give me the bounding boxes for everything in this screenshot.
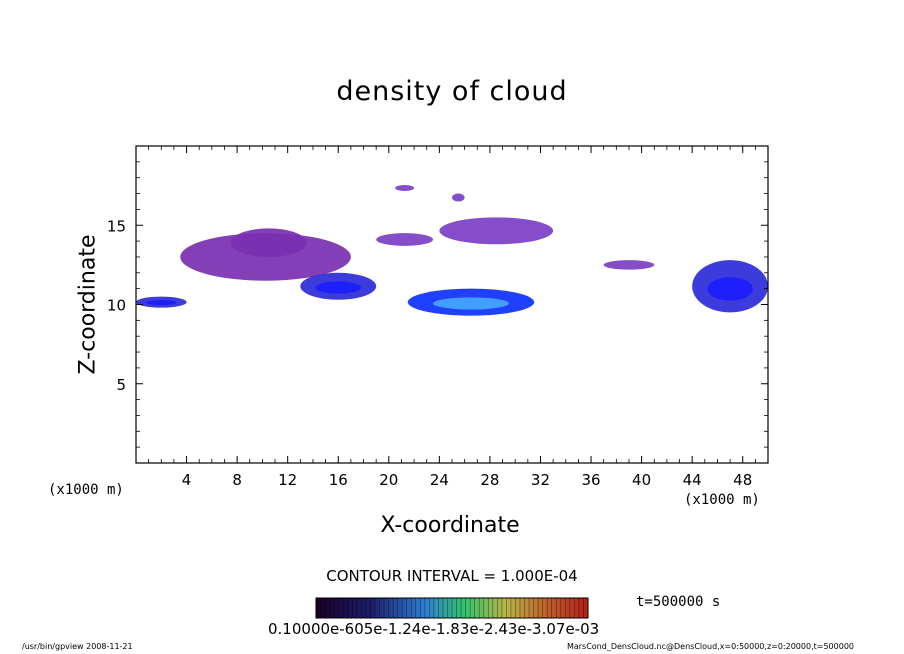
cloud-region-top-bit xyxy=(395,185,415,192)
y-tick-label: 10 xyxy=(107,297,126,315)
x-tick-label: 20 xyxy=(379,471,398,489)
x-tick-label: 8 xyxy=(232,471,242,489)
cloud-core-central-peak xyxy=(433,297,509,310)
contour-interval: CONTOUR INTERVAL = 1.000E-04 xyxy=(326,567,578,585)
cloud-core-left-base xyxy=(146,300,177,306)
cloud-region-upper-right xyxy=(439,217,554,245)
x-tick-label: 36 xyxy=(581,471,600,489)
cloud-region-left-upper xyxy=(180,233,351,281)
chart-title: density of cloud xyxy=(336,76,568,107)
y-tick-label: 15 xyxy=(107,217,126,235)
colorbar xyxy=(315,597,589,619)
x-axis-label: X-coordinate xyxy=(380,513,520,538)
x-tick-label: 12 xyxy=(278,471,297,489)
cloud-region-right-bit xyxy=(603,260,655,270)
cloud-core-right-edge xyxy=(707,277,753,301)
y-tick-label: 5 xyxy=(116,376,126,394)
x-tick-label: 16 xyxy=(329,471,348,489)
footer-right: MarsCond_DensCloud.nc@DensCloud,x=0:5000… xyxy=(566,642,854,651)
footer-left: /usr/bin/gpview 2008-11-21 xyxy=(22,642,133,651)
x-tick-label: 28 xyxy=(480,471,499,489)
x-tick-label: 44 xyxy=(683,471,702,489)
x-tick-label: 24 xyxy=(430,471,449,489)
x-tick-label: 4 xyxy=(182,471,192,489)
cloud-region-top-dot xyxy=(452,193,465,202)
x-tick-label: 40 xyxy=(632,471,651,489)
y-axis-label: Z-coordinate xyxy=(75,234,101,375)
time-label: t=500000 s xyxy=(636,594,721,610)
x-tick-label: 32 xyxy=(531,471,550,489)
x-tick-label: 48 xyxy=(733,471,752,489)
cloud-region-peak-12 xyxy=(230,228,307,257)
colorbar-labels: 0.10000e-605e-1.24e-1.83e-2.43e-3.07e-03 xyxy=(268,620,600,638)
x-unit-left: (x1000 m) xyxy=(48,482,124,498)
colorbar-stripes xyxy=(320,598,584,618)
cloud-core-mid-lower xyxy=(315,281,361,294)
cloud-region-mid-upper xyxy=(376,233,434,246)
cloud-layer xyxy=(136,185,768,316)
x-unit-right: (x1000 m) xyxy=(684,492,760,508)
